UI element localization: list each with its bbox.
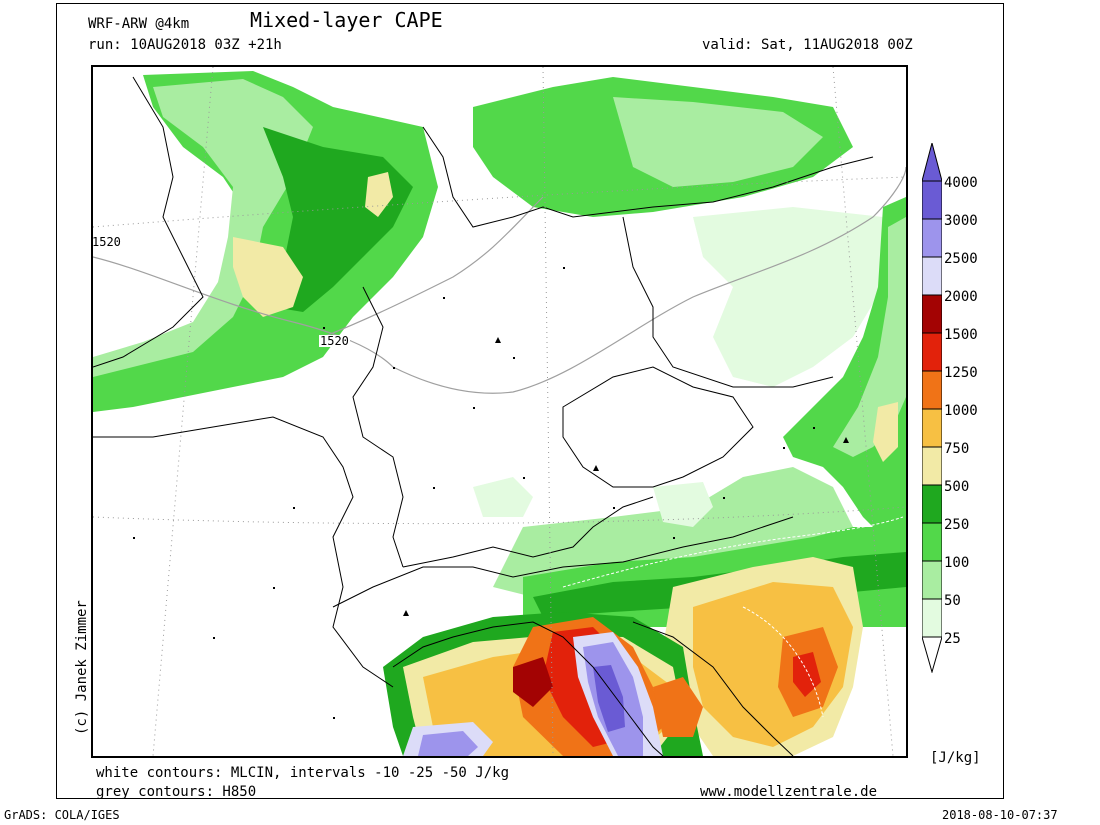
city-markers xyxy=(133,267,849,719)
colorbar-unit: [J/kg] xyxy=(930,750,981,766)
cape-area-east-yellow xyxy=(873,402,898,462)
colorbar-swatch-250 xyxy=(921,522,943,562)
grey-contours-note: grey contours: H850 xyxy=(96,784,257,800)
valid-time-label: valid: Sat, 11AUG2018 00Z xyxy=(702,37,913,53)
white-contours-note: white contours: MLCIN, intervals -10 -25… xyxy=(96,765,510,781)
cape-area-northwest-yellow xyxy=(233,237,303,317)
cape-area-adriatic-orange xyxy=(653,677,703,737)
colorbar-swatch-1000 xyxy=(921,408,943,448)
coastline-italy xyxy=(392,621,664,756)
mlcin-contour xyxy=(562,516,904,588)
coastline-uk xyxy=(93,76,204,368)
border-poland xyxy=(622,216,834,388)
timestamp: 2018-08-10-07:37 xyxy=(942,808,1058,822)
model-label: WRF-ARW @4km xyxy=(88,16,190,32)
software-credit: GrADS: COLA/IGES xyxy=(4,808,120,822)
colorbar-label-100: 100 xyxy=(944,555,970,571)
colorbar-top-arrow xyxy=(921,141,943,182)
h850-contour-line-2 xyxy=(322,196,544,338)
cape-area-northwest-light xyxy=(93,79,313,377)
cape-area-baltic-light xyxy=(613,97,823,187)
h850-contour-label: 1520 xyxy=(319,334,350,348)
colorbar-label-1250: 1250 xyxy=(944,365,978,381)
cape-area-east-light-2 xyxy=(833,217,906,457)
colorbar-swatch-1500 xyxy=(921,332,943,372)
colorbar-label-4000: 4000 xyxy=(944,175,978,191)
colorbar-swatch-4000 xyxy=(921,180,943,220)
colorbar-label-2500: 2500 xyxy=(944,251,978,267)
colorbar xyxy=(921,141,943,674)
cape-area-northwest-yellow-2 xyxy=(365,172,393,217)
website-link[interactable]: www.modellzentrale.de xyxy=(700,784,878,800)
colorbar-label-250: 250 xyxy=(944,517,970,533)
cape-area-west-light-2 xyxy=(653,482,713,527)
border-alps xyxy=(332,516,794,608)
colorbar-label-50: 50 xyxy=(944,593,961,609)
h850-contour-label: 1520 xyxy=(92,235,122,249)
colorbar-swatch-2500 xyxy=(921,256,943,296)
border-germany-west xyxy=(352,286,404,568)
colorbar-label-1500: 1500 xyxy=(944,327,978,343)
cape-area-italy-violet xyxy=(593,665,625,732)
colorbar-label-750: 750 xyxy=(944,441,970,457)
colorbar-svg xyxy=(921,141,943,674)
colorbar-swatch-500 xyxy=(921,484,943,524)
colorbar-swatch-50 xyxy=(921,598,943,638)
cape-area-balkan-darkred xyxy=(793,652,821,697)
border-france xyxy=(93,416,394,688)
plot-frame xyxy=(56,3,1004,799)
latlon-grid-line xyxy=(832,67,894,756)
latlon-grid-line xyxy=(152,67,214,756)
colorbar-swatch-1250 xyxy=(921,370,943,410)
colorbar-swatch-3000 xyxy=(921,218,943,258)
cape-area-east xyxy=(783,197,906,537)
cape-map-svg xyxy=(93,67,906,756)
border-czech xyxy=(562,366,754,488)
cape-area-east-light xyxy=(693,207,883,387)
cape-area-italy-maroon xyxy=(513,657,553,707)
colorbar-swatch-100 xyxy=(921,560,943,600)
colorbar-swatch-750 xyxy=(921,446,943,486)
colorbar-label-1000: 1000 xyxy=(944,403,978,419)
cape-area-central-light xyxy=(493,467,853,597)
coastline-north xyxy=(422,126,874,228)
colorbar-swatch-2000 xyxy=(921,294,943,334)
plot-title: Mixed-layer CAPE xyxy=(250,8,443,32)
colorbar-bottom-arrow xyxy=(921,636,943,674)
colorbar-label-2000: 2000 xyxy=(944,289,978,305)
cape-area-northwest-dark xyxy=(263,127,413,312)
coastline-adriatic xyxy=(632,621,794,756)
colorbar-label-3000: 3000 xyxy=(944,213,978,229)
latlon-grid-line xyxy=(93,506,906,525)
run-label: run: 10AUG2018 03Z +21h xyxy=(88,37,282,53)
cape-area-west-light xyxy=(473,477,533,517)
cape-area-tyrrhenian-purple xyxy=(418,731,478,756)
cape-map: 1520 1520 xyxy=(91,65,908,758)
h850-contour-line xyxy=(93,166,906,394)
colorbar-label-25: 25 xyxy=(944,631,961,647)
border-germany-south xyxy=(402,496,654,568)
colorbar-label-500: 500 xyxy=(944,479,970,495)
mlcin-contour xyxy=(742,606,824,718)
copyright-label: (c) Janek Zimmer xyxy=(74,600,90,735)
